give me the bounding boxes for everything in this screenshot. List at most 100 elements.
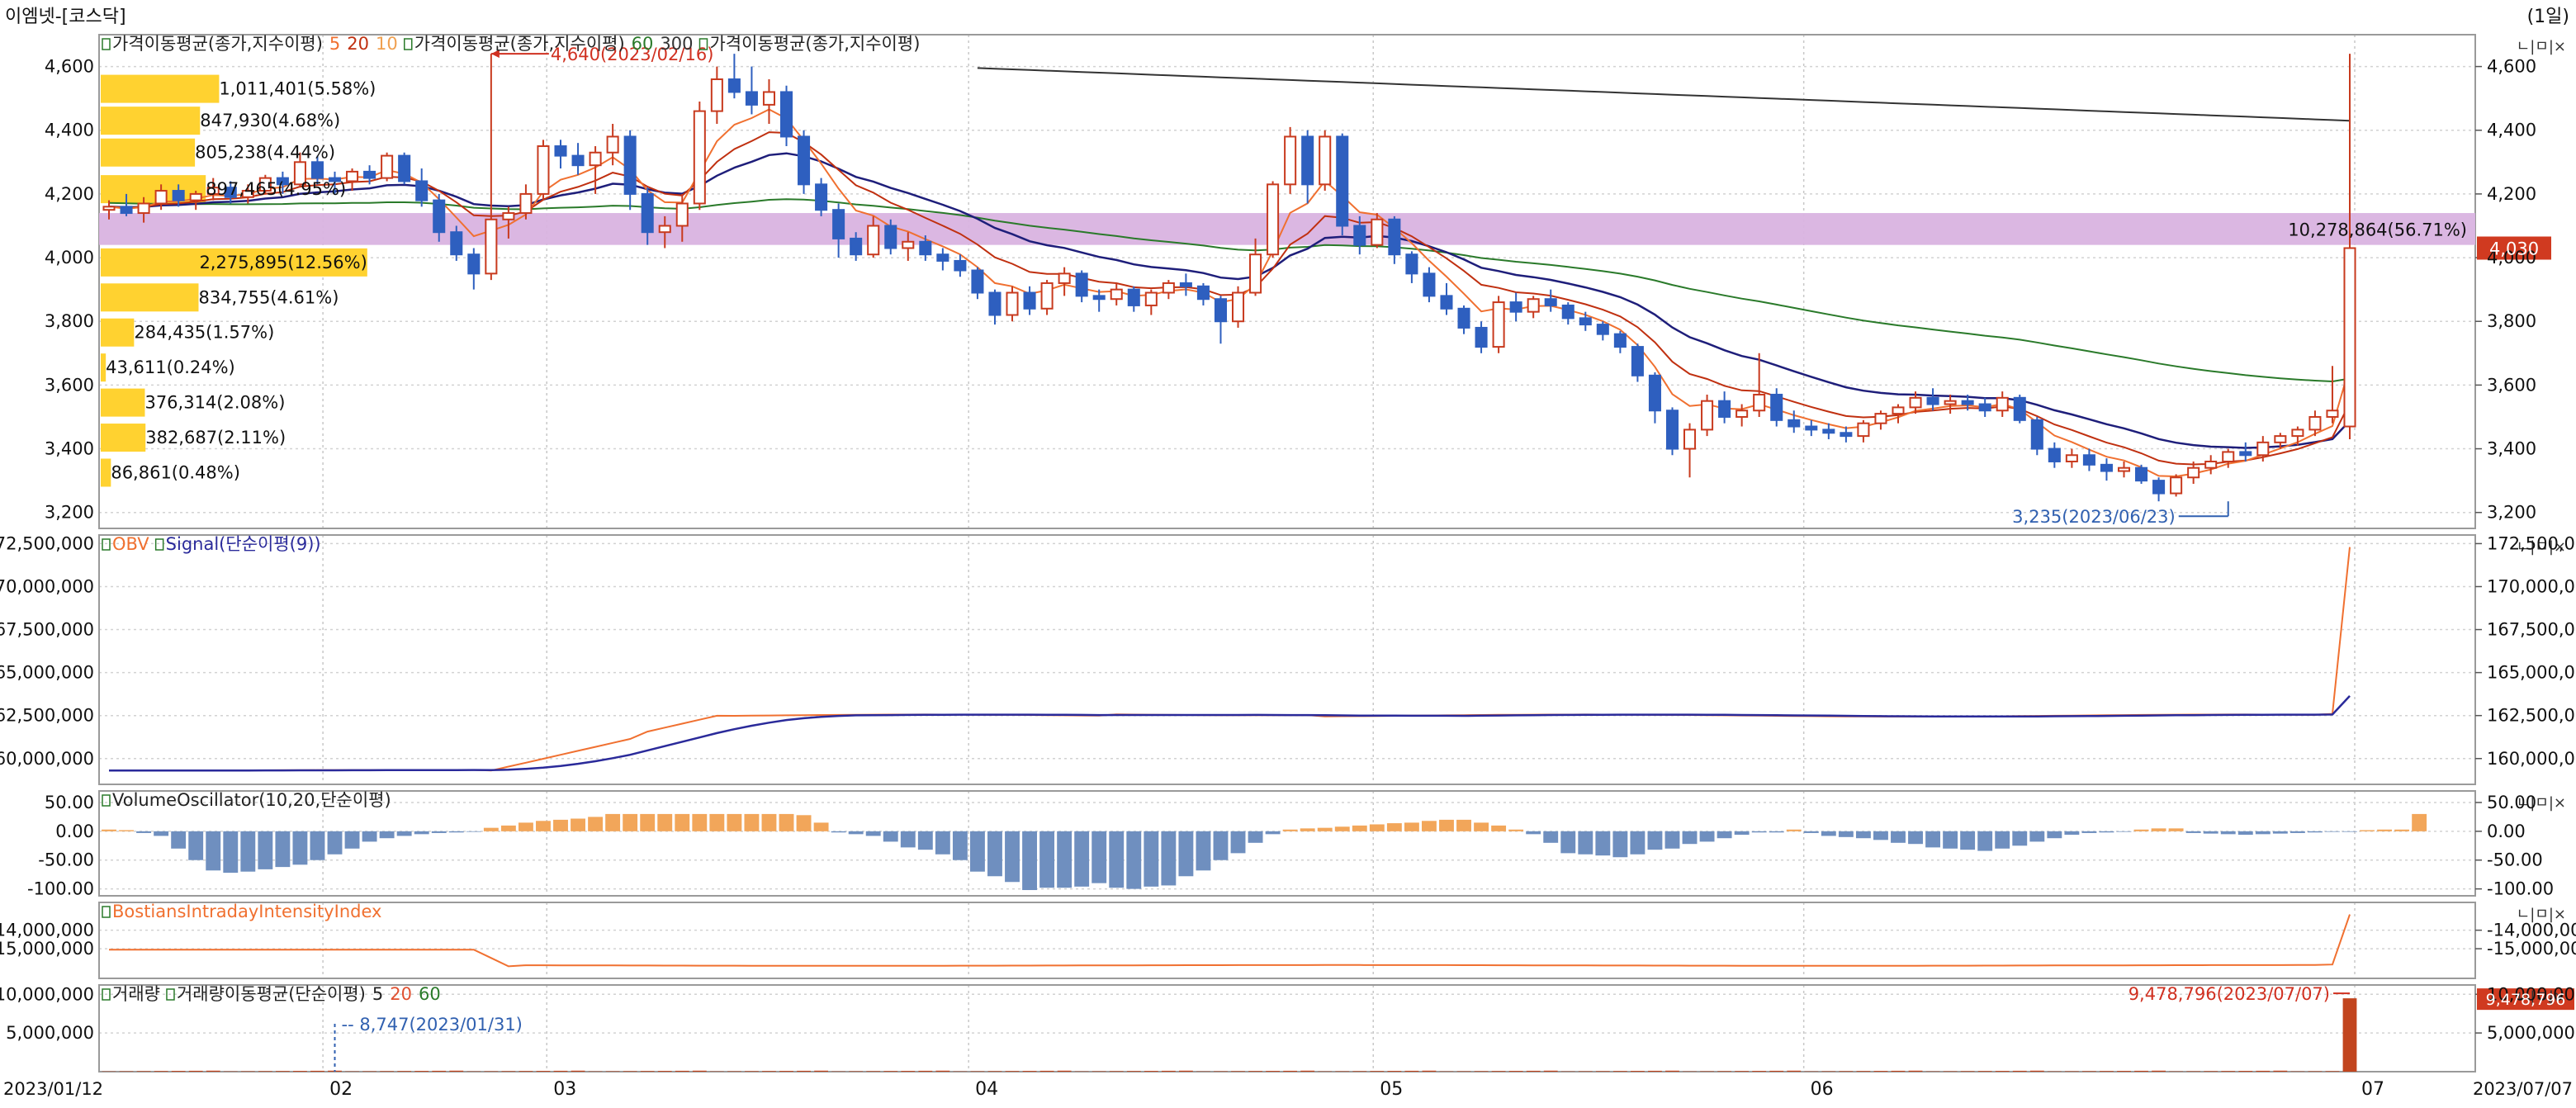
volume-oscillator-bar bbox=[1300, 828, 1315, 831]
volume-bar bbox=[1648, 1071, 1662, 1072]
candle-body bbox=[1285, 136, 1295, 184]
volume-oscillator-bar bbox=[362, 831, 377, 842]
volume-oscillator-bar bbox=[258, 831, 272, 869]
candle-body bbox=[312, 162, 323, 178]
y-tick-label-right: 167,500,000 bbox=[2487, 620, 2576, 640]
y-tick-label-left: 4,600 bbox=[45, 57, 94, 77]
volume-profile-bar bbox=[101, 75, 219, 103]
candle-body bbox=[2101, 465, 2112, 471]
y-tick-label-right: -100.00 bbox=[2487, 879, 2554, 899]
candle-body bbox=[764, 92, 774, 104]
candle-body bbox=[1963, 401, 1973, 405]
volume-oscillator-bar bbox=[1422, 821, 1437, 831]
volume-bar bbox=[1527, 1071, 1541, 1072]
y-tick-label-right: -14,000,000 bbox=[2487, 921, 2576, 940]
y-tick-label-left: -14,000,000 bbox=[0, 921, 94, 940]
volume-bar bbox=[1665, 1071, 1679, 1072]
volume-oscillator-bar bbox=[1057, 831, 1072, 888]
volume-bar bbox=[2204, 1071, 2218, 1072]
volume-oscillator-bar bbox=[1821, 831, 1836, 836]
volume-bar bbox=[1996, 1071, 2010, 1072]
volume-oscillator-bar bbox=[1318, 828, 1333, 831]
volume-oscillator-bar bbox=[762, 814, 777, 831]
candle-body bbox=[2344, 248, 2355, 426]
volume-oscillator-bar bbox=[2221, 831, 2236, 834]
volume-bar bbox=[2065, 1071, 2079, 1072]
volume-bar bbox=[1839, 1071, 1853, 1072]
candle-body bbox=[1511, 302, 1522, 312]
volume-oscillator-bar bbox=[640, 814, 655, 831]
volume-oscillator-bar bbox=[188, 831, 203, 860]
legend-entry: 20 bbox=[347, 34, 369, 54]
volume-oscillator-bar bbox=[1231, 831, 1246, 854]
volume-oscillator-bar bbox=[136, 831, 151, 833]
candle-body bbox=[1146, 293, 1157, 305]
volume-bar bbox=[658, 1071, 672, 1072]
volume-bar bbox=[1335, 1071, 1349, 1072]
volume-oscillator-bar bbox=[1943, 831, 1958, 849]
volume-oscillator-bar bbox=[2290, 831, 2305, 833]
candle-body bbox=[1476, 328, 1487, 347]
candle-body bbox=[468, 254, 479, 273]
volume-bar bbox=[120, 1071, 134, 1072]
candle-body bbox=[1719, 401, 1730, 417]
volume-profile-bar bbox=[101, 389, 144, 417]
volume-bar bbox=[1423, 1071, 1437, 1072]
y-tick-label-left: 3,600 bbox=[45, 375, 94, 395]
legend-entry: 10 bbox=[376, 34, 398, 54]
current-volume-label: 9,478,796 bbox=[2486, 991, 2566, 1009]
candle-body bbox=[1025, 293, 1035, 309]
volume-bar bbox=[172, 1071, 186, 1072]
volume-bar bbox=[901, 1071, 915, 1072]
max-volume-label: 9,478,796(2023/07/07) bbox=[2129, 984, 2330, 1004]
candle-body bbox=[1771, 395, 1782, 420]
candle-body bbox=[1389, 220, 1399, 254]
volume-oscillator-bar bbox=[2204, 831, 2218, 834]
y-tick-label-right: 0.00 bbox=[2487, 822, 2526, 841]
y-tick-label-right: 5,000,000 bbox=[2487, 1023, 2575, 1043]
volume-bar bbox=[797, 1071, 811, 1072]
x-tick-label: 02 bbox=[329, 1079, 353, 1100]
volume-bar bbox=[1266, 1071, 1280, 1072]
y-tick-label-right: -15,000,000 bbox=[2487, 939, 2576, 959]
legend-entry: Signal(단순이평(9)) bbox=[166, 534, 321, 554]
current-price-label: 4,030 bbox=[2489, 239, 2539, 258]
candle-body bbox=[139, 203, 149, 213]
volume-bar bbox=[1752, 1071, 1766, 1072]
volume-profile-label: 86,861(0.48%) bbox=[111, 462, 240, 482]
candle-body bbox=[625, 136, 636, 193]
y-tick-label-left: -50.00 bbox=[38, 850, 94, 870]
volume-bar bbox=[1787, 1071, 1801, 1072]
legend-entry: 거래량이동평균(단순이평) bbox=[177, 984, 366, 1004]
x-axis-end-date: 2023/07/07 bbox=[2473, 1079, 2573, 1099]
volume-bar bbox=[1978, 1071, 1992, 1072]
candle-body bbox=[416, 181, 427, 200]
legend-entry: OBV bbox=[112, 534, 149, 554]
volume-profile-label: 43,611(0.24%) bbox=[106, 357, 235, 377]
candle-body bbox=[816, 184, 826, 210]
candle-body bbox=[1892, 407, 1903, 414]
volume-oscillator-bar bbox=[2081, 831, 2096, 833]
y-tick-label-right: 170,000,000 bbox=[2487, 576, 2576, 596]
volume-oscillator-bar bbox=[1717, 831, 1732, 838]
volume-oscillator-bar bbox=[1248, 831, 1263, 843]
candle-body bbox=[2067, 455, 2077, 462]
candle-body bbox=[1632, 347, 1643, 376]
candle-body bbox=[868, 225, 878, 254]
volume-bar bbox=[137, 1071, 151, 1072]
candle-body bbox=[1006, 293, 1017, 315]
volume-oscillator-bar bbox=[484, 828, 499, 831]
volume-bar bbox=[1544, 1071, 1558, 1072]
panel-controls-price[interactable]: ㄴ|ㅁ|× bbox=[2517, 38, 2566, 55]
volume-oscillator-bar bbox=[1995, 831, 2010, 849]
volume-oscillator-bar bbox=[1283, 830, 1298, 831]
volume-profile-bar bbox=[101, 424, 145, 452]
candle-body bbox=[1528, 299, 1539, 311]
volume-oscillator-bar bbox=[380, 831, 395, 838]
y-tick-label-right: 4,600 bbox=[2487, 57, 2536, 77]
volume-oscillator-bar bbox=[1126, 831, 1141, 889]
volume-oscillator-bar bbox=[987, 831, 1002, 876]
candle-body bbox=[433, 201, 444, 233]
candle-body bbox=[520, 194, 531, 213]
candle-body bbox=[1598, 324, 1608, 334]
